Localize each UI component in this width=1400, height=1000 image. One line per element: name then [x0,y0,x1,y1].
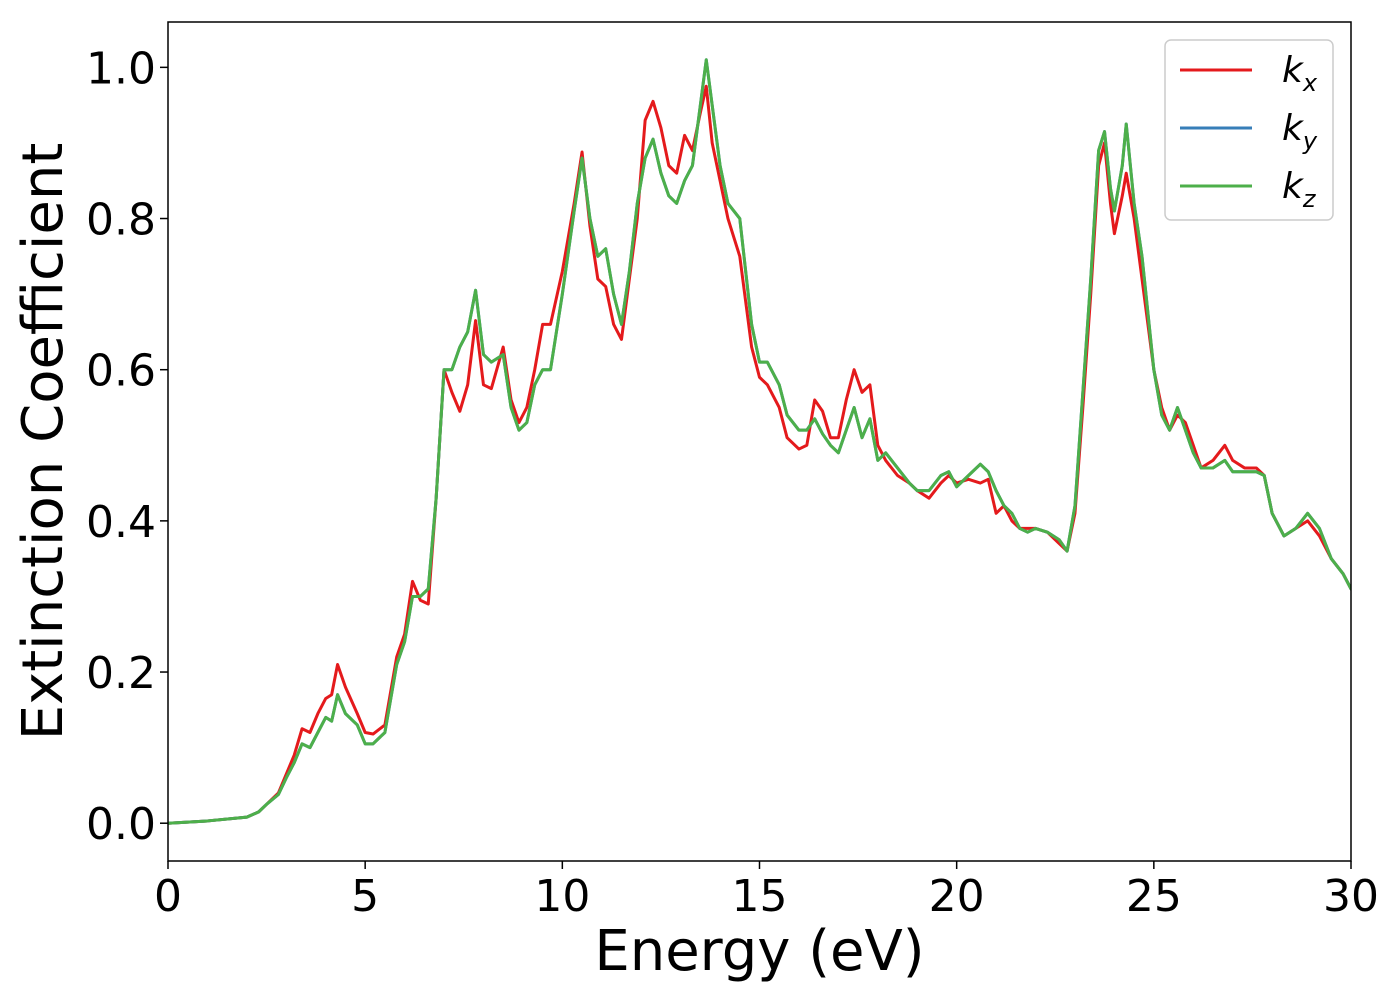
y-tick-label: 0.0 [86,799,156,850]
x-tick-label: 20 [929,871,985,922]
y-axis-label: Extinction Coefficient [11,143,76,741]
y-tick-label: 0.8 [86,195,156,246]
x-tick-label: 0 [154,871,182,922]
y-tick-label: 0.6 [86,346,156,397]
x-tick-label: 15 [732,871,788,922]
legend: kx ky kz [1164,39,1334,221]
x-tick-label: 30 [1323,871,1379,922]
legend-label-k-z: kz [1282,166,1317,213]
x-axis-label: Energy (eV) [594,919,924,984]
series-lines [168,58,1351,825]
y-axis-ticks: 0.0 0.2 0.4 0.6 0.8 1.0 [86,43,168,850]
series-line-k-x [168,84,1351,825]
series-line-k-z [168,58,1351,825]
x-axis-ticks: 0 5 10 15 20 25 30 [154,861,1379,922]
y-tick-label: 0.4 [86,497,156,548]
y-tick-label: 1.0 [86,43,156,94]
legend-box [1164,39,1334,221]
x-tick-label: 5 [351,871,379,922]
legend-entries: kx ky kz [1180,50,1318,213]
y-tick-label: 0.2 [86,648,156,699]
x-tick-label: 10 [534,871,590,922]
x-tick-label: 25 [1126,871,1182,922]
legend-label-k-x: kx [1282,50,1318,97]
legend-label-k-y: ky [1282,108,1318,155]
